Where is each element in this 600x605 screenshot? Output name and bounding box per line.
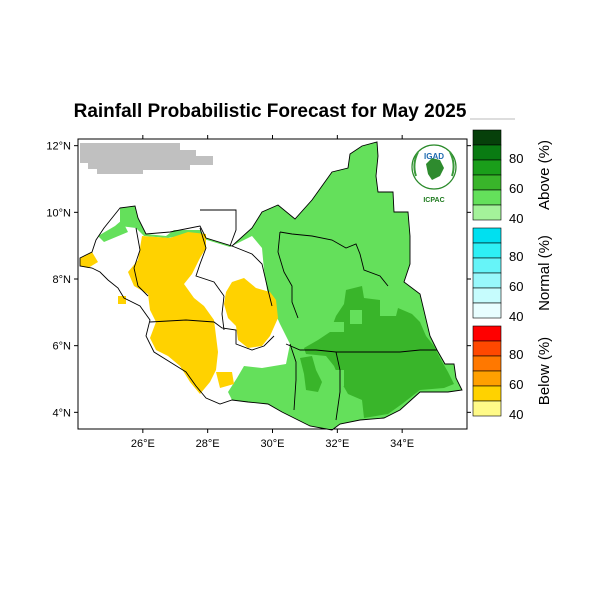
legend-tick-label: 80 xyxy=(509,347,523,362)
boundary-5 xyxy=(221,295,225,331)
lat-tick-label: 8°N xyxy=(53,274,72,286)
boundary-10 xyxy=(289,343,297,411)
icpac-logo: IGAD ICPAC xyxy=(411,144,457,204)
legend-swatch xyxy=(472,204,502,221)
legend-tick-label: 80 xyxy=(509,249,523,264)
above-dark-west xyxy=(300,356,322,392)
legend-tick-label: 40 xyxy=(509,211,523,226)
lon-tick-label: 34°E xyxy=(390,438,414,450)
lon-tick-label: 28°E xyxy=(196,438,220,450)
legend-tick-label: 80 xyxy=(509,151,523,166)
legend-swatch xyxy=(472,242,502,259)
legend-tick-label: 60 xyxy=(509,377,523,392)
legend-swatch xyxy=(472,325,502,342)
legend-swatch xyxy=(472,144,502,161)
lat-tick-label: 6°N xyxy=(53,341,72,353)
logo-bottom-text: ICPAC xyxy=(423,197,444,204)
lat-tick-label: 4°N xyxy=(53,407,72,419)
legend-tick-label: 40 xyxy=(509,309,523,324)
boundary-11 xyxy=(335,351,341,421)
legend-swatch xyxy=(472,370,502,387)
below-west-region xyxy=(128,232,218,394)
legend-swatch xyxy=(472,400,502,417)
map-title: Rainfall Probabilistic Forecast for May … xyxy=(73,101,467,122)
longitude-axis: 26°E 28°E 30°E 32°E 34°E xyxy=(131,135,414,450)
legend-swatch xyxy=(472,189,502,206)
legend-swatch xyxy=(472,340,502,357)
no-data-region xyxy=(80,143,213,174)
below-south-patch xyxy=(216,372,234,388)
legend-swatch xyxy=(472,227,502,244)
below-west-patch xyxy=(118,296,126,304)
lon-tick-label: 32°E xyxy=(325,438,349,450)
boundary-4 xyxy=(149,319,275,351)
boundary-3 xyxy=(200,209,237,247)
boundary-7 xyxy=(279,231,389,287)
country-outline xyxy=(79,141,463,431)
lat-tick-label: 10°N xyxy=(46,207,71,219)
legend-swatch xyxy=(472,257,502,274)
boundary-2 xyxy=(195,227,225,297)
legend-tick-label: 40 xyxy=(509,407,523,422)
boundary-6 xyxy=(231,245,273,307)
logo-top-text: IGAD xyxy=(424,152,444,161)
lon-tick-label: 26°E xyxy=(131,438,155,450)
legend-swatch xyxy=(472,385,502,402)
legend-swatch xyxy=(472,287,502,304)
map-layers xyxy=(80,142,462,429)
legend-swatch xyxy=(472,355,502,372)
above-light-hole-3 xyxy=(328,370,344,386)
probability-legend: 80 60 40 Above (%) 80 60 40 Normal (%) 80 60 40 Bel… xyxy=(472,129,553,422)
above-light-hole-1 xyxy=(350,310,362,324)
legend-swatch xyxy=(472,302,502,319)
legend-group-label: Below (%) xyxy=(536,337,553,405)
legend-swatch xyxy=(472,129,502,146)
legend-swatch xyxy=(472,159,502,176)
legend-tick-label: 60 xyxy=(509,181,523,196)
state-boundaries xyxy=(79,141,463,431)
no-data-patch xyxy=(183,151,194,158)
legend-tick-label: 60 xyxy=(509,279,523,294)
above-light-hole-2 xyxy=(326,322,344,332)
laurel-icon xyxy=(413,151,455,177)
legend-swatch xyxy=(472,272,502,289)
africa-map-icon xyxy=(426,158,444,180)
boundary-1 xyxy=(133,227,149,297)
legend-swatch xyxy=(472,174,502,191)
latitude-axis: 4°N 6°N 8°N 10°N 12°N xyxy=(46,141,471,419)
boundary-8 xyxy=(277,231,299,319)
legend-group-label: Above (%) xyxy=(536,140,553,210)
boundary-9 xyxy=(285,343,437,353)
lat-tick-label: 12°N xyxy=(46,141,71,153)
lon-tick-label: 30°E xyxy=(261,438,285,450)
below-central-region xyxy=(224,278,278,348)
above-light-west xyxy=(98,220,128,242)
legend-group-label: Normal (%) xyxy=(536,235,553,311)
